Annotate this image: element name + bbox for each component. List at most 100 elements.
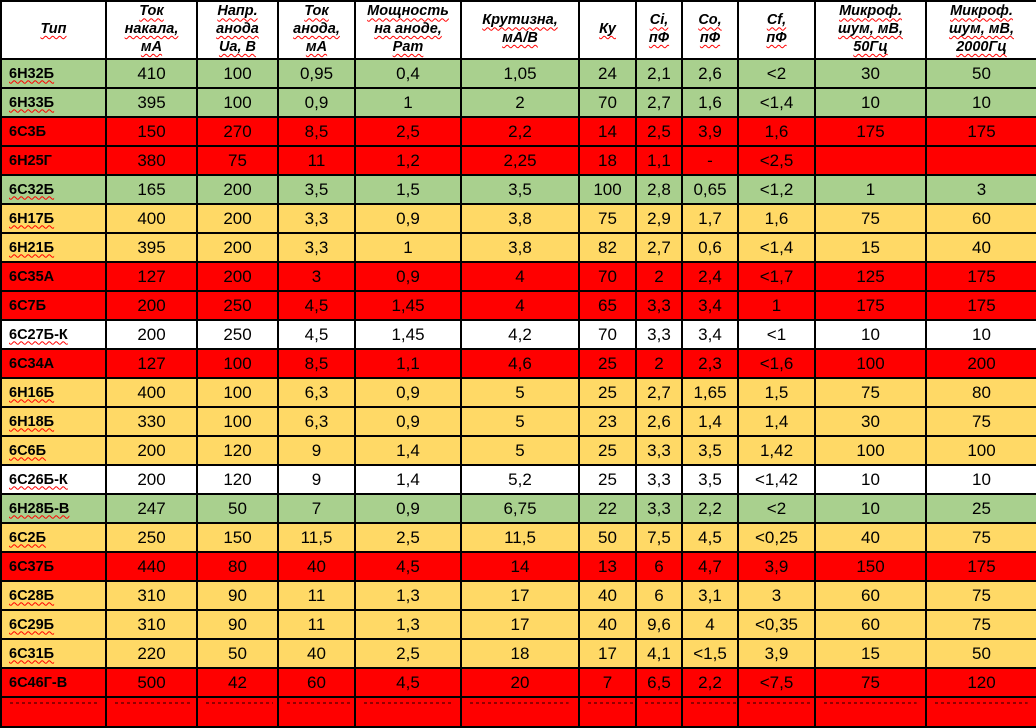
value-cell: 0,4 — [354, 58, 462, 89]
value-cell: 200 — [196, 203, 279, 234]
column-header-line: Напр. — [199, 3, 276, 21]
value-cell: 4 — [681, 609, 739, 640]
value-cell: 75 — [925, 580, 1036, 611]
value-cell: 6,75 — [460, 493, 580, 524]
value-cell: 100 — [196, 87, 279, 118]
value-cell: 14 — [460, 551, 580, 582]
column-header-text: мА — [305, 38, 328, 55]
value-cell: 30 — [814, 58, 927, 89]
value-cell: 0,65 — [681, 174, 739, 205]
table-row: 6С31Б 220 50 40 2,5 18 17 4,1 <1,5 3,9 15 50 — [0, 638, 1036, 669]
value-cell: 310 — [105, 609, 198, 640]
value-cell: 175 — [925, 290, 1036, 321]
tube-type-cell: 6Н18Б — [0, 406, 107, 437]
value-cell: <2,5 — [737, 145, 816, 176]
value-cell: 40 — [578, 580, 637, 611]
value-cell: 4,1 — [635, 638, 683, 669]
value-cell: 2,5 — [354, 638, 462, 669]
value-cell: 15 — [814, 232, 927, 263]
value-cell: 100 — [196, 348, 279, 379]
value-cell: 80 — [196, 551, 279, 582]
tube-type-label: 6С7Б — [9, 297, 47, 314]
value-cell: <1,42 — [737, 464, 816, 495]
value-cell: 6,3 — [277, 406, 356, 437]
column-header-line: накала, — [108, 21, 195, 39]
value-cell: 10 — [814, 319, 927, 350]
column-header-text: 50Гц — [853, 38, 888, 55]
table-row: 6С3Б 150 270 8,5 2,5 2,2 14 2,5 3,9 1,6 175 175 — [0, 116, 1036, 147]
value-cell: 1,2 — [354, 145, 462, 176]
column-header-text: анода, — [293, 21, 340, 38]
column-header: Мощность на аноде, Pam — [354, 0, 462, 60]
value-cell: 1,05 — [460, 58, 580, 89]
partial-clipped-cell — [277, 696, 356, 728]
column-header-line: Ку — [581, 21, 634, 39]
partial-clipped-cell — [737, 696, 816, 728]
value-cell: 80 — [925, 377, 1036, 408]
column-header-text: шум, мВ, — [838, 21, 903, 38]
value-cell: 0,9 — [354, 261, 462, 292]
value-cell: 200 — [196, 261, 279, 292]
tube-type-label: 6С27Б-К — [9, 326, 68, 343]
value-cell: 40 — [925, 232, 1036, 263]
table-row: 6Н32Б 410 100 0,95 0,4 1,05 24 2,1 2,6 <2 30 50 — [0, 58, 1036, 89]
column-header-text: Ток — [304, 3, 329, 20]
column-header-text: Микроф. — [839, 3, 902, 20]
tube-type-label: 6С32Б — [9, 181, 55, 198]
column-header-text: 2000Гц — [956, 38, 1007, 55]
value-cell: 120 — [196, 464, 279, 495]
table-row: 6С26Б-К 200 120 9 1,4 5,2 25 3,3 3,5 <1,42 10 10 — [0, 464, 1036, 495]
value-cell: 2,6 — [635, 406, 683, 437]
value-cell: 25 — [578, 435, 637, 466]
partial-clipped-cell — [925, 696, 1036, 728]
column-header-line: мА — [108, 39, 195, 57]
value-cell: 3,9 — [737, 551, 816, 582]
value-cell: 380 — [105, 145, 198, 176]
value-cell: 200 — [105, 435, 198, 466]
value-cell: 75 — [578, 203, 637, 234]
table-row: 6С37Б 440 80 40 4,5 14 13 6 4,7 3,9 150 175 — [0, 551, 1036, 582]
table-row: 6С2Б 250 150 11,5 2,5 11,5 50 7,5 4,5 <0,25 40 75 — [0, 522, 1036, 553]
tube-type-label: 6Н28Б-В — [9, 500, 70, 517]
column-header: Тип — [0, 0, 107, 60]
value-cell: 100 — [196, 406, 279, 437]
table-row: 6С46Г-В 500 42 60 4,5 20 7 6,5 2,2 <7,5 75 120 — [0, 667, 1036, 698]
value-cell: 0,9 — [277, 87, 356, 118]
value-cell: 3,5 — [681, 435, 739, 466]
column-header-line: мА — [280, 38, 353, 57]
table-row: 6Н28Б-В 247 50 7 0,9 6,75 22 3,3 2,2 <2 10 25 — [0, 493, 1036, 524]
tube-type-label: 6Н21Б — [9, 239, 55, 256]
value-cell: 4,7 — [681, 551, 739, 582]
tube-type-label: 6Н17Б — [9, 210, 55, 227]
value-cell: 1,4 — [681, 406, 739, 437]
column-header-line: анода — [199, 21, 276, 39]
value-cell: 3,3 — [635, 290, 683, 321]
column-header-text: Ua, В — [218, 38, 257, 55]
value-cell: 2,5 — [635, 116, 683, 147]
value-cell: 5 — [460, 377, 580, 408]
value-cell: 2,7 — [635, 377, 683, 408]
column-header: Микроф. шум, мВ, 50Гц — [814, 0, 927, 60]
value-cell: 2,2 — [681, 493, 739, 524]
value-cell: 10 — [925, 87, 1036, 118]
partial-clipped-cell — [578, 696, 637, 728]
value-cell: 1,7 — [681, 203, 739, 234]
value-cell: 395 — [105, 87, 198, 118]
value-cell: 3,5 — [277, 174, 356, 205]
tube-type-cell: 6С7Б — [0, 290, 107, 321]
value-cell: 2,3 — [681, 348, 739, 379]
value-cell: 3,4 — [681, 290, 739, 321]
tube-type-cell: 6Н21Б — [0, 232, 107, 263]
column-header: Ку — [578, 0, 637, 60]
value-cell: 2,7 — [635, 87, 683, 118]
column-header-text: Ток — [139, 3, 164, 20]
value-cell: 8,5 — [277, 348, 356, 379]
column-header-line: Co, — [684, 12, 736, 30]
value-cell: 2,8 — [635, 174, 683, 205]
value-cell: 200 — [105, 464, 198, 495]
column-header-line: Pam — [357, 39, 459, 57]
value-cell: 3,1 — [681, 580, 739, 611]
value-cell: 10 — [814, 87, 927, 118]
column-header-line: Ток — [108, 3, 195, 21]
